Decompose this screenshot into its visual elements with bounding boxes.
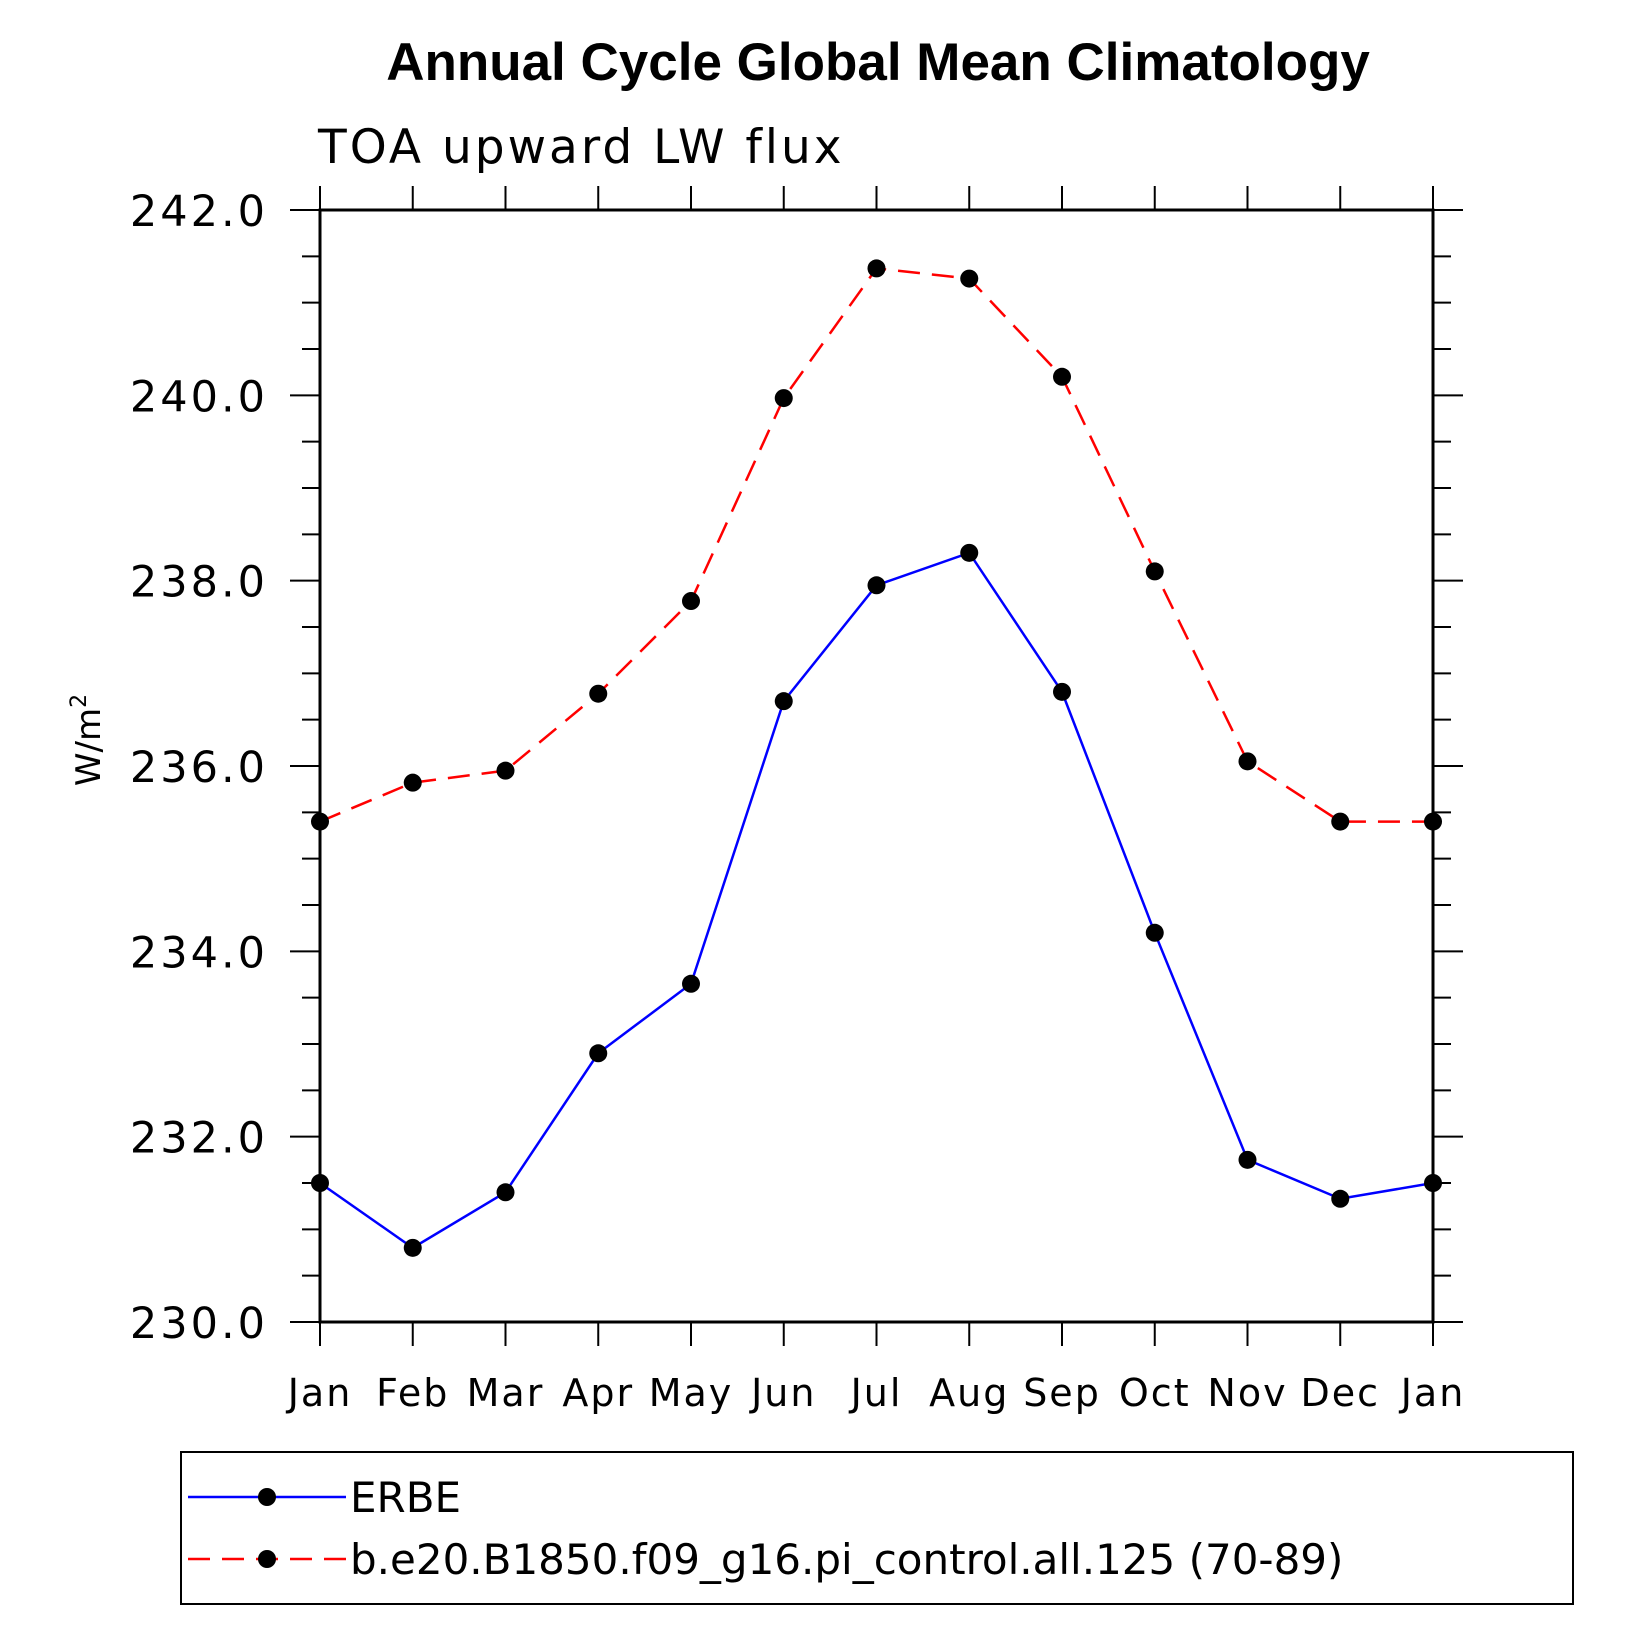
data-point xyxy=(867,576,886,595)
x-tick-label: Jul xyxy=(849,1371,903,1415)
y-tick-label: 234.0 xyxy=(130,928,268,978)
x-tick-label: Jan xyxy=(286,1371,353,1415)
data-point xyxy=(311,812,329,831)
series-layer xyxy=(311,259,1442,1257)
legend-marker-2 xyxy=(258,1550,276,1568)
plot-frame xyxy=(318,208,1435,1324)
y-tick-label: 242.0 xyxy=(130,187,268,237)
legend: ERBE b.e20.B1850.f09_g16.pi_control.all.1… xyxy=(180,1451,1574,1605)
data-point xyxy=(403,1238,422,1257)
legend-box xyxy=(180,1451,1574,1605)
data-point xyxy=(960,543,979,562)
data-point xyxy=(403,773,422,792)
data-point xyxy=(1053,682,1071,701)
data-point xyxy=(774,389,793,408)
x-tick-label: Feb xyxy=(376,1371,449,1415)
data-point xyxy=(867,259,886,278)
y-tick-label: 240.0 xyxy=(130,372,268,422)
chart-title: Annual Cycle Global Mean Climatology xyxy=(386,33,1370,92)
x-tick-label: Sep xyxy=(1023,1371,1101,1415)
legend-label-1: ERBE xyxy=(350,1473,461,1522)
data-point xyxy=(682,974,700,993)
data-point xyxy=(1424,812,1442,831)
data-point xyxy=(774,692,793,711)
x-tick-label: Dec xyxy=(1300,1371,1380,1415)
series-line xyxy=(319,267,1433,823)
legend-items: ERBE b.e20.B1850.f09_g16.pi_control.all.1… xyxy=(188,1473,1343,1584)
y-tick-label: 232.0 xyxy=(130,1114,268,1164)
axes: 230.0 232.0 234.0 236.0 238.0 240.0 242.0 Jan Fe… xyxy=(130,186,1466,1415)
x-tick-label: Aug xyxy=(929,1371,1009,1415)
series-2 xyxy=(311,259,1442,831)
series-line xyxy=(319,551,1434,1250)
legend-marker-1 xyxy=(258,1488,276,1506)
x-tick-label: Mar xyxy=(467,1371,545,1415)
data-point xyxy=(682,592,700,611)
y-axis-label-superscript: 2 xyxy=(67,694,92,708)
data-point xyxy=(589,1044,608,1063)
data-point xyxy=(1145,923,1164,942)
data-point xyxy=(1238,752,1257,771)
y-tick-label: 236.0 xyxy=(130,743,268,793)
x-tick-label: Jan xyxy=(1399,1371,1466,1415)
x-tick-label: Oct xyxy=(1119,1371,1191,1415)
data-point xyxy=(960,269,979,288)
data-point xyxy=(496,1183,515,1202)
y-tick-label: 238.0 xyxy=(130,558,268,608)
y-tick-label: 230.0 xyxy=(130,1299,268,1349)
x-tick-label: May xyxy=(649,1371,734,1415)
data-point xyxy=(1238,1150,1257,1169)
data-point xyxy=(1331,1189,1350,1208)
data-point xyxy=(1145,562,1164,581)
legend-label-2: b.e20.B1850.f09_g16.pi_control.all.125 (… xyxy=(350,1535,1343,1584)
series-1 xyxy=(311,543,1442,1257)
x-tick-label: Apr xyxy=(562,1371,634,1415)
chart-subtitle: TOA upward LW flux xyxy=(317,120,845,175)
y-axis-label: W/m2 xyxy=(67,694,109,786)
data-point xyxy=(589,684,608,703)
x-tick-label: Jun xyxy=(749,1371,816,1415)
data-point xyxy=(1424,1174,1442,1192)
data-point xyxy=(496,761,515,780)
data-point xyxy=(1331,812,1350,831)
x-tick-label: Nov xyxy=(1207,1371,1287,1415)
data-point xyxy=(1053,367,1071,386)
data-point xyxy=(311,1174,329,1192)
y-axis-label-base: W/m xyxy=(69,708,109,786)
